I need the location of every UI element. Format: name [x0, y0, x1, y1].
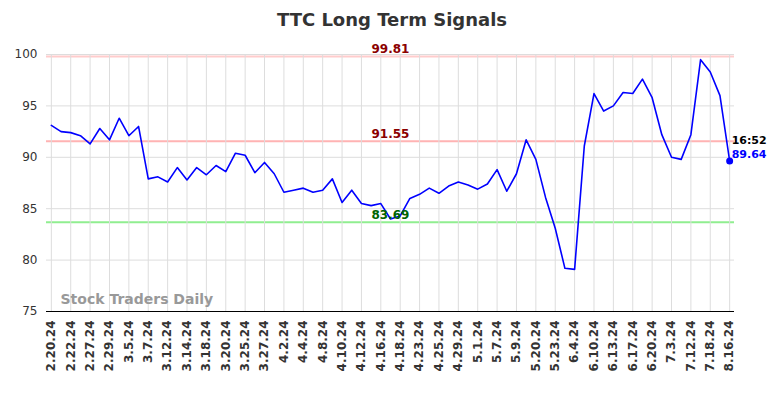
svg-text:4.12.24: 4.12.24 — [354, 321, 368, 372]
svg-text:4.2.24: 4.2.24 — [277, 321, 291, 364]
svg-text:16:52: 16:52 — [732, 134, 767, 147]
svg-text:2.20.24: 2.20.24 — [44, 321, 58, 372]
svg-text:6.13.24: 6.13.24 — [606, 321, 620, 372]
html-text:TTC Long Term Signals: TTC Long Term Signals — [276, 9, 507, 30]
svg-text:3.18.24: 3.18.24 — [199, 321, 213, 372]
svg-text:75: 75 — [22, 304, 37, 318]
svg-text:7.12.24: 7.12.24 — [684, 321, 698, 372]
svg-text:5.23.24: 5.23.24 — [548, 321, 562, 372]
svg-text:6.4.24: 6.4.24 — [567, 321, 581, 364]
svg-text:5.20.24: 5.20.24 — [529, 321, 543, 372]
svg-text:5.7.24: 5.7.24 — [490, 321, 504, 364]
svg-text:95: 95 — [22, 99, 37, 113]
svg-text:3.27.24: 3.27.24 — [257, 321, 271, 372]
svg-text:3.7.24: 3.7.24 — [141, 321, 155, 364]
svg-text:83.69: 83.69 — [372, 208, 410, 222]
svg-text:4.29.24: 4.29.24 — [451, 321, 465, 372]
svg-text:8.16.24: 8.16.24 — [722, 321, 736, 372]
svg-text:7.18.24: 7.18.24 — [703, 321, 717, 372]
svg-text:4.8.24: 4.8.24 — [316, 321, 330, 364]
svg-text:6.17.24: 6.17.24 — [626, 321, 640, 372]
svg-text:89.64: 89.64 — [732, 148, 767, 161]
svg-text:2.27.24: 2.27.24 — [83, 321, 97, 372]
svg-text:3.5.24: 3.5.24 — [122, 321, 136, 364]
svg-text:4.18.24: 4.18.24 — [393, 321, 407, 372]
svg-text:7.3.24: 7.3.24 — [664, 321, 678, 364]
svg-text:4.23.24: 4.23.24 — [412, 321, 426, 372]
svg-text:100: 100 — [15, 47, 38, 61]
svg-text:99.81: 99.81 — [372, 42, 410, 56]
svg-text:4.16.24: 4.16.24 — [374, 321, 388, 372]
svg-text:3.20.24: 3.20.24 — [219, 321, 233, 372]
svg-text:6.10.24: 6.10.24 — [587, 321, 601, 372]
svg-text:90: 90 — [22, 150, 37, 164]
svg-text:Stock Traders Daily: Stock Traders Daily — [61, 291, 214, 307]
svg-text:4.10.24: 4.10.24 — [335, 321, 349, 372]
svg-text:3.12.24: 3.12.24 — [160, 321, 174, 372]
svg-text:80: 80 — [22, 253, 37, 267]
svg-text:3.14.24: 3.14.24 — [180, 321, 194, 372]
svg-text:6.20.24: 6.20.24 — [645, 321, 659, 372]
svg-text:4.25.24: 4.25.24 — [432, 321, 446, 372]
svg-text:4.4.24: 4.4.24 — [296, 321, 310, 364]
svg-text:2.29.24: 2.29.24 — [102, 321, 116, 372]
svg-text:91.55: 91.55 — [372, 127, 410, 141]
svg-text:5.9.24: 5.9.24 — [509, 321, 523, 364]
svg-text:2.22.24: 2.22.24 — [64, 321, 78, 372]
svg-text:5.1.24: 5.1.24 — [471, 321, 485, 364]
svg-text:3.25.24: 3.25.24 — [238, 321, 252, 372]
svg-text:85: 85 — [22, 202, 37, 216]
